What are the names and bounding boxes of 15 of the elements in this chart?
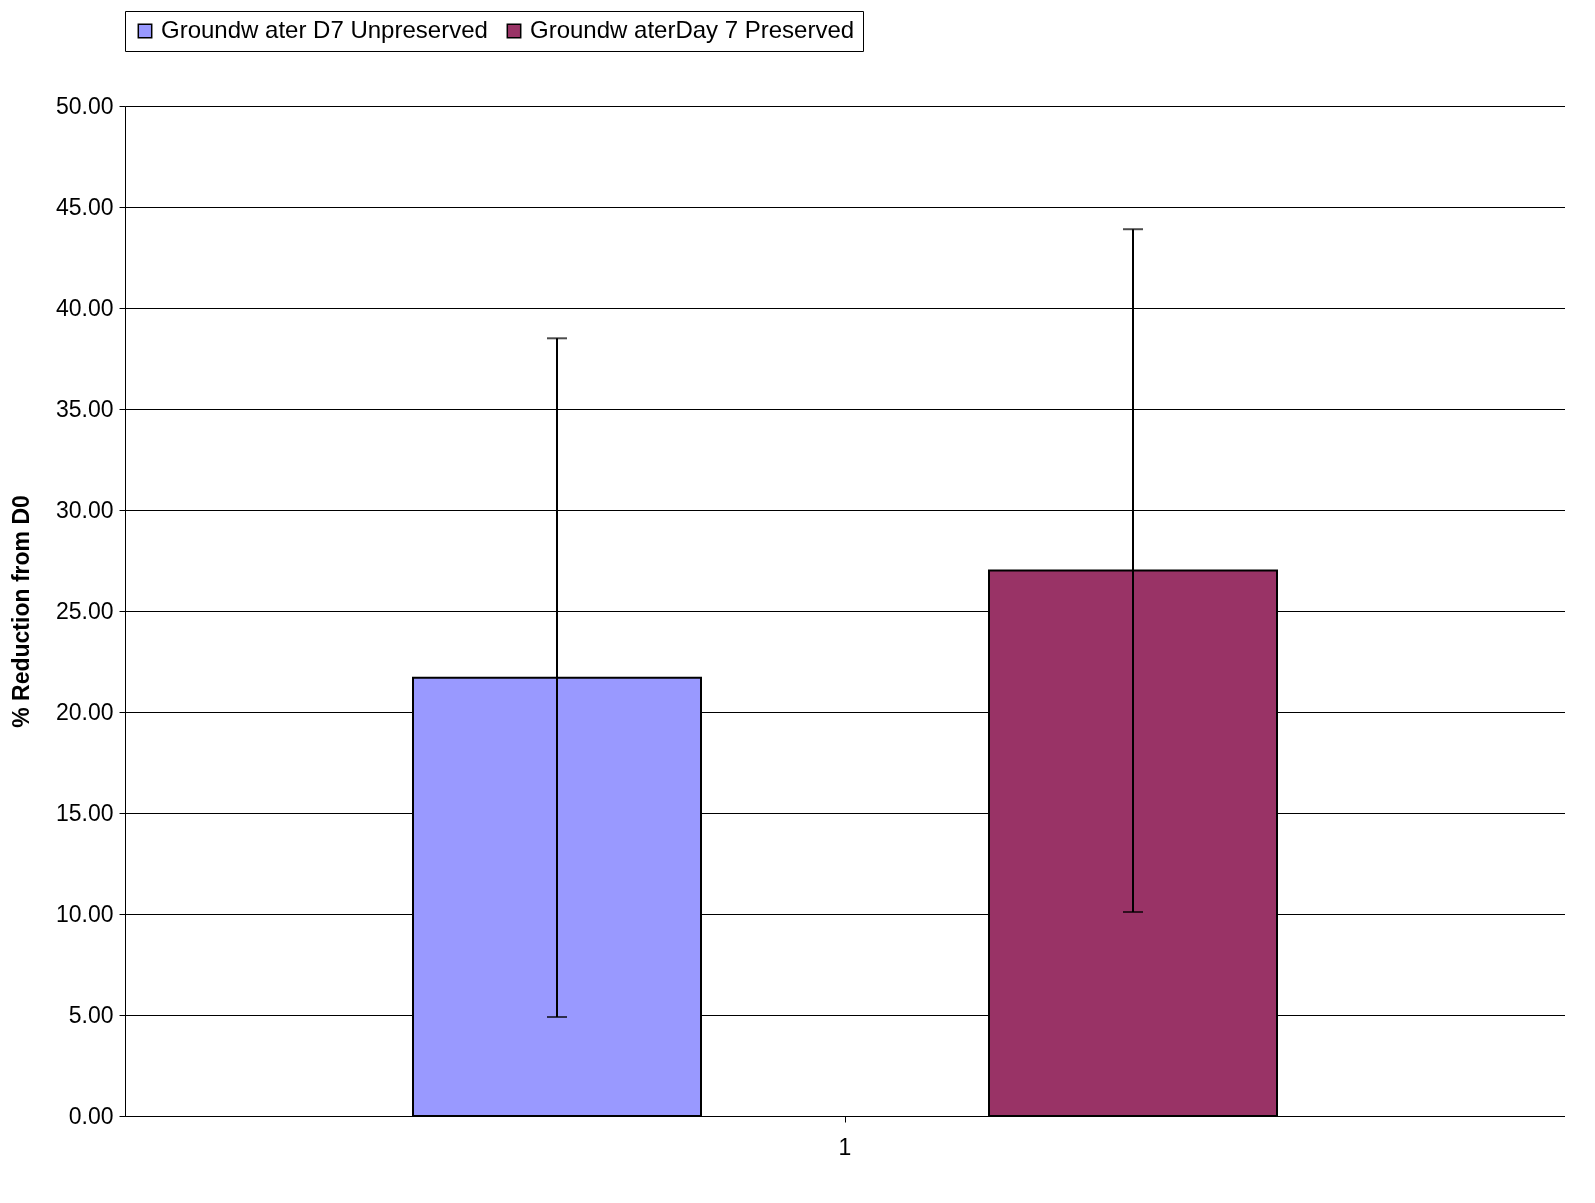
legend-label: Groundw aterDay 7 Preserved — [530, 16, 855, 43]
y-tick-label: 20.00 — [55, 698, 114, 725]
y-tick-label: 40.00 — [55, 294, 114, 321]
y-tick-label: 0.00 — [68, 1102, 114, 1129]
y-tick-label: 10.00 — [55, 900, 114, 927]
y-tick-label: 35.00 — [55, 395, 114, 422]
y-tick-label: 15.00 — [55, 799, 114, 826]
y-axis-title: % Reduction from D0 — [7, 495, 34, 728]
y-tick-label: 25.00 — [55, 597, 114, 624]
y-tick-label: 50.00 — [55, 92, 114, 119]
legend-label: Groundw ater D7 Unpreserved — [161, 16, 488, 43]
x-tick-label: 1 — [838, 1133, 852, 1160]
y-tick-label: 45.00 — [55, 193, 114, 220]
y-tick-label: 30.00 — [55, 496, 114, 523]
y-tick-label: 5.00 — [68, 1001, 114, 1028]
